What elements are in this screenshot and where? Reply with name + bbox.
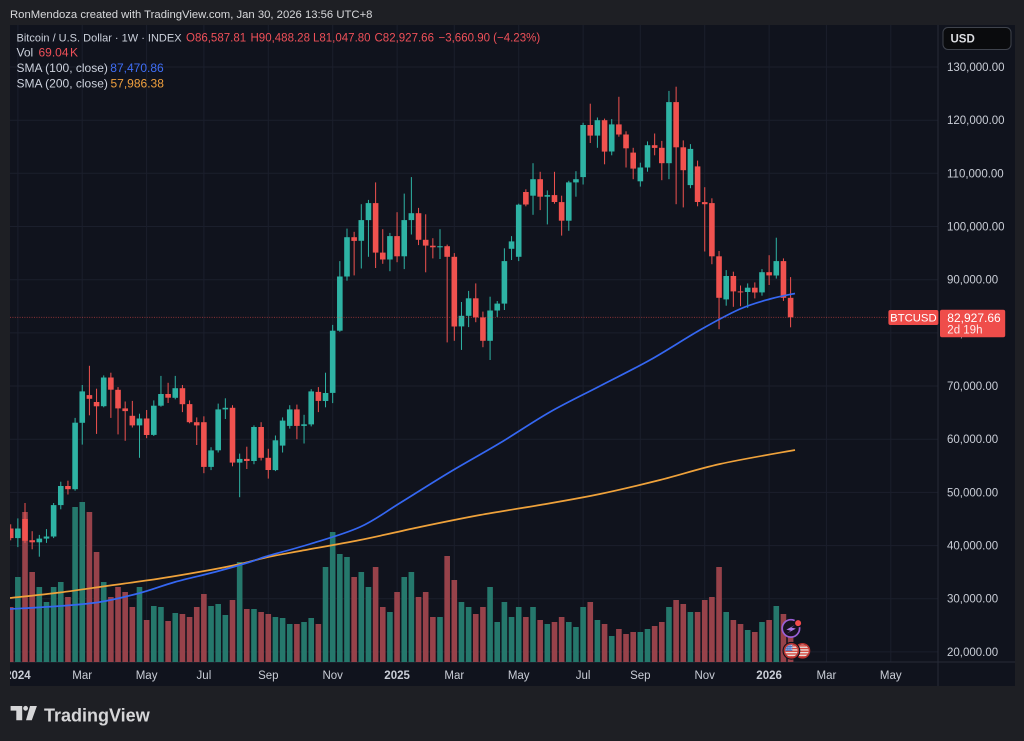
svg-text:Bitcoin / U.S. Dollar · 1W · I: Bitcoin / U.S. Dollar · 1W · INDEX — [17, 33, 183, 45]
svg-text:70,000.00: 70,000.00 — [947, 381, 998, 393]
svg-text:Sep: Sep — [630, 670, 650, 682]
svg-text:2025: 2025 — [384, 670, 410, 682]
svg-text:69.04K: 69.04 K — [39, 46, 79, 60]
svg-text:40,000.00: 40,000.00 — [947, 541, 998, 553]
svg-text:BTCUSD: BTCUSD — [890, 313, 936, 325]
svg-text:90,000.00: 90,000.00 — [947, 275, 998, 287]
svg-text:50,000.00: 50,000.00 — [947, 487, 998, 499]
svg-text:2d 19h: 2d 19h — [947, 325, 982, 337]
svg-text:Jul: Jul — [197, 670, 212, 682]
svg-text:2026: 2026 — [756, 670, 782, 682]
svg-text:20,000.00: 20,000.00 — [947, 647, 998, 659]
svg-text:USD: USD — [951, 34, 975, 46]
svg-text:Mar: Mar — [72, 670, 92, 682]
svg-text:Mar: Mar — [816, 670, 836, 682]
svg-text:H90,488.28: H90,488.28 — [251, 33, 310, 45]
svg-text:82,927.66: 82,927.66 — [947, 311, 1001, 325]
svg-text:C82,927.66: C82,927.66 — [375, 33, 434, 45]
svg-text:30,000.00: 30,000.00 — [947, 594, 998, 606]
svg-text:100,000.00: 100,000.00 — [947, 222, 1005, 234]
svg-text:−3,660.90 (−4.23%): −3,660.90 (−4.23%) — [439, 33, 541, 45]
svg-text:Mar: Mar — [444, 670, 464, 682]
svg-text:TradingView: TradingView — [44, 706, 151, 726]
svg-text:May: May — [136, 670, 158, 682]
svg-text:Jul: Jul — [576, 670, 591, 682]
svg-text:87,470.86: 87,470.86 — [110, 61, 164, 75]
svg-text:60,000.00: 60,000.00 — [947, 434, 998, 446]
svg-text:May: May — [880, 670, 902, 682]
svg-text:O86,587.81: O86,587.81 — [186, 33, 246, 45]
svg-text:120,000.00: 120,000.00 — [947, 115, 1005, 127]
svg-text:SMA (200, close): SMA (200, close) — [17, 77, 108, 91]
svg-text:Vol: Vol — [17, 46, 34, 60]
svg-text:2024: 2024 — [5, 670, 31, 682]
svg-text:Sep: Sep — [258, 670, 278, 682]
svg-text:130,000.00: 130,000.00 — [947, 62, 1005, 74]
svg-text:Nov: Nov — [694, 670, 715, 682]
svg-text:57,986.38: 57,986.38 — [111, 77, 165, 91]
svg-text:110,000.00: 110,000.00 — [947, 168, 1004, 180]
svg-text:RonMendoza created with Tradin: RonMendoza created with TradingView.com,… — [10, 9, 372, 21]
svg-text:Nov: Nov — [322, 670, 343, 682]
svg-text:SMA (100, close): SMA (100, close) — [17, 61, 108, 75]
svg-text:L81,047.80: L81,047.80 — [313, 33, 371, 45]
svg-text:May: May — [508, 670, 530, 682]
